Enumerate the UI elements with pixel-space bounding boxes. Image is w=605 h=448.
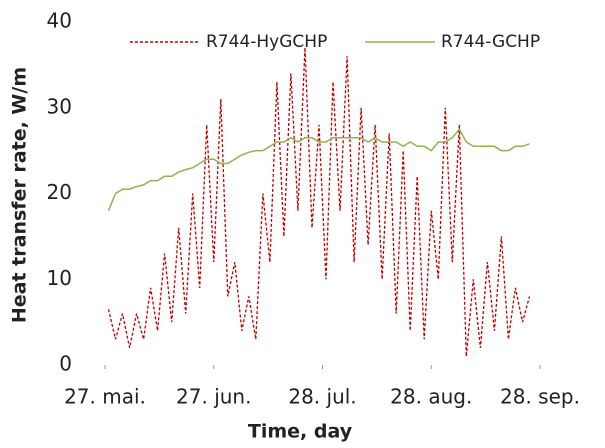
y-tick-label: 30	[47, 94, 72, 118]
y-axis-label: Heat transfer rate, W/m	[9, 67, 31, 323]
legend-label: R744-HyGCHP	[206, 32, 327, 52]
y-tick-label: 40	[47, 9, 72, 33]
line-series	[107, 47, 531, 357]
y-tick-label: 20	[47, 180, 72, 204]
y-tick-label: 0	[59, 352, 72, 376]
x-tick-label: 27. jun.	[176, 385, 251, 409]
x-tick-label: 28. sep.	[500, 385, 580, 409]
x-tick-label: 27. mai.	[64, 385, 146, 409]
x-tick-label: 28. jul.	[288, 385, 356, 409]
legend-label: R744-GCHP	[441, 32, 540, 52]
x-axis-label: Time, day	[248, 421, 353, 443]
y-tick-label: 10	[47, 266, 72, 290]
x-tick-label: 28. aug.	[390, 385, 472, 409]
line-series	[107, 127, 530, 211]
